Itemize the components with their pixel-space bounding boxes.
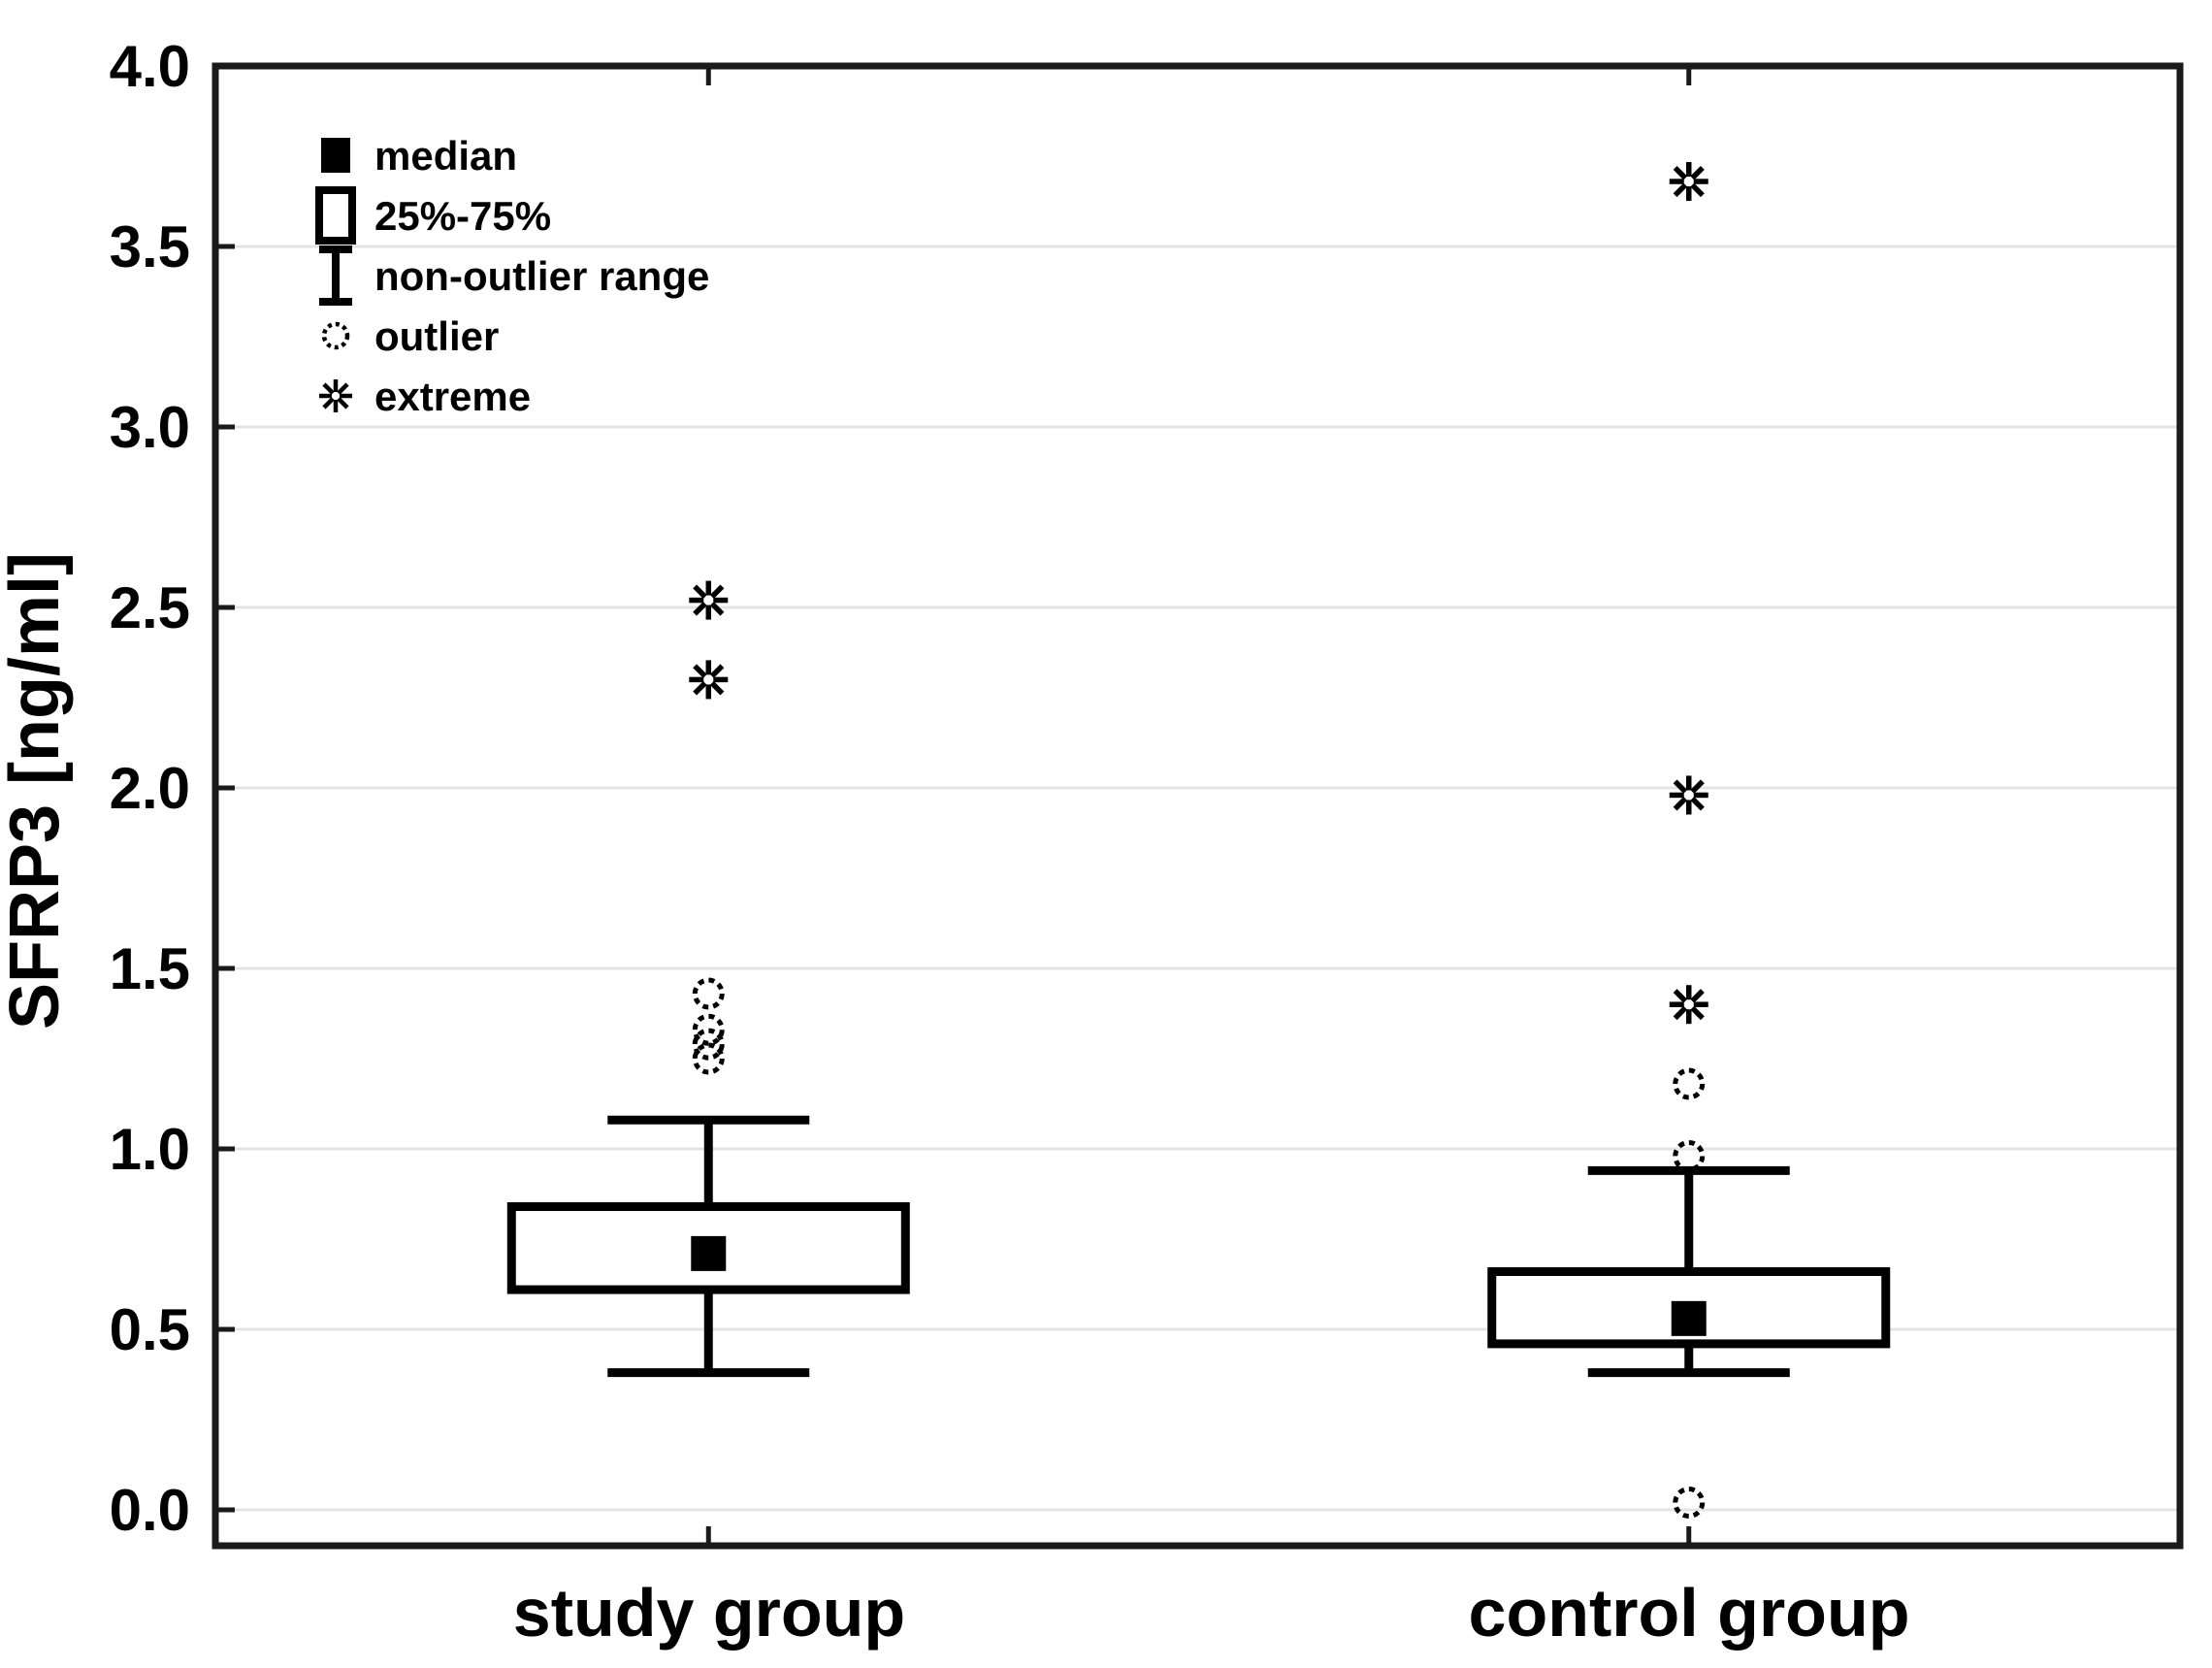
y-tick-label: 2.0 <box>110 756 190 821</box>
y-tick-label: 2.5 <box>110 575 190 640</box>
outlier-marker <box>1673 1487 1706 1520</box>
y-tick-label: 3.0 <box>110 395 190 460</box>
iqr-box-icon <box>315 186 356 245</box>
extreme-marker <box>1690 779 1705 794</box>
extreme-marker <box>709 584 725 599</box>
legend-item: extreme <box>319 374 531 419</box>
extreme-marker <box>1690 182 1705 198</box>
y-tick-label: 0.5 <box>110 1297 190 1362</box>
y-tick-label: 4.0 <box>110 34 190 99</box>
plot-frame <box>211 62 2184 1550</box>
legend-item: 25%-75% <box>315 186 551 245</box>
extreme-marker <box>1673 779 1688 794</box>
extreme-marker <box>1673 989 1688 1003</box>
y-axis-ticks <box>215 63 235 1513</box>
legend-label: outlier <box>374 313 499 359</box>
extreme-marker <box>1673 1005 1688 1021</box>
extreme-marker <box>693 584 707 599</box>
y-tick-label: 1.0 <box>110 1117 190 1182</box>
extreme-marker <box>709 664 725 678</box>
iqr-box <box>506 1202 910 1294</box>
extreme-marker <box>1690 797 1705 811</box>
extreme-marker <box>693 680 707 696</box>
extreme-marker <box>1673 797 1688 811</box>
outlier-circle-icon <box>321 321 350 350</box>
extreme-asterisk-icon <box>337 382 349 395</box>
extreme-marker <box>1690 165 1705 180</box>
gridlines <box>215 245 2180 1512</box>
median-square-icon <box>321 138 350 173</box>
extreme-marker <box>1673 165 1688 180</box>
legend-label: median <box>374 133 517 179</box>
extreme-marker <box>709 680 725 696</box>
y-axis-title: SFRP3 [ng/ml] <box>0 552 74 1030</box>
x-category-label-study-group: study group <box>513 1575 905 1651</box>
outlier-marker <box>1673 1139 1706 1172</box>
legend-label: 25%-75% <box>374 193 551 239</box>
outlier-marker <box>692 1028 725 1061</box>
boxplot-study-group <box>506 580 910 1378</box>
boxplot-control-group <box>1487 162 1891 1520</box>
outlier-marker <box>692 977 725 1010</box>
y-tick-label: 3.5 <box>110 214 190 279</box>
legend: median 25%-75% non-outlier range outlier ext… <box>315 133 709 419</box>
y-tick-label: 1.5 <box>110 936 190 1001</box>
legend-label: non-outlier range <box>374 253 709 299</box>
median-marker <box>691 1235 727 1271</box>
x-category-label-control-group: control group <box>1469 1575 1910 1651</box>
outlier-marker <box>1673 1067 1706 1100</box>
extreme-asterisk-icon <box>322 397 335 409</box>
legend-item: outlier <box>321 313 499 359</box>
x-axis-ticks <box>705 66 1692 1546</box>
y-tick-label: 0.0 <box>110 1478 190 1543</box>
outlier-marker <box>692 1013 725 1046</box>
legend-label: extreme <box>374 374 531 419</box>
extreme-marker <box>693 602 707 616</box>
extreme-marker <box>709 602 725 616</box>
y-axis-tick-labels: 0.0 0.5 1.0 1.5 2.0 2.5 3.0 3.5 4.0 <box>110 34 190 1543</box>
outlier-marker <box>692 1042 725 1075</box>
extreme-marker <box>1673 182 1688 198</box>
extreme-asterisk-icon <box>322 382 335 395</box>
extreme-marker <box>693 664 707 678</box>
legend-item: non-outlier range <box>319 245 709 306</box>
extreme-asterisk-icon <box>337 397 349 409</box>
median-marker <box>1671 1300 1707 1336</box>
extreme-marker <box>1690 1005 1705 1021</box>
extreme-marker <box>1690 989 1705 1003</box>
legend-item: median <box>321 133 517 179</box>
